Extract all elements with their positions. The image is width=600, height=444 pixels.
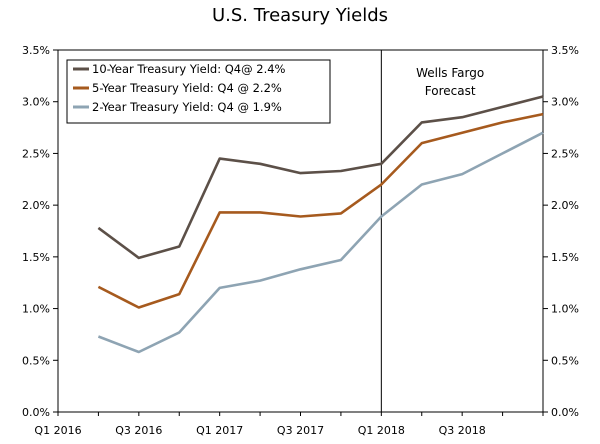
y-tick-label-right: 1.0% xyxy=(551,303,579,316)
y-tick-label-left: 1.0% xyxy=(22,303,50,316)
y-tick-label-right: 3.5% xyxy=(551,44,579,57)
x-tick-label: Q1 2017 xyxy=(196,424,243,437)
x-axis: Q1 2016 Q3 2016 Q1 2017 Q3 2017 Q1 2018 Q3 20… xyxy=(34,412,544,437)
forecast-divider: Wells Fargo Forecast xyxy=(380,50,484,412)
y-tick-label-right: 0.0% xyxy=(551,406,579,419)
y-tick-label-right: 3.0% xyxy=(551,96,579,109)
x-tick-label: Q1 2016 xyxy=(34,424,81,437)
forecast-label-line1: Wells Fargo xyxy=(416,66,484,80)
y-tick-label-left: 2.0% xyxy=(22,199,50,212)
chart-title: U.S. Treasury Yields xyxy=(212,5,388,26)
y-tick-label-left: 0.0% xyxy=(22,406,50,419)
y-tick-label-left: 0.5% xyxy=(22,354,50,367)
y-tick-label-left: 3.0% xyxy=(22,96,50,109)
series-lines xyxy=(97,95,544,354)
x-tick-label: Q3 2016 xyxy=(115,424,162,437)
series-line-3 xyxy=(97,131,544,354)
legend-label-2: 5-Year Treasury Yield: Q4 @ 2.2% xyxy=(92,81,282,95)
y-axis-left: 0.0% 0.5% 1.0% 1.5% 2.0% 2.5% 3.0% 3.5% xyxy=(22,44,58,419)
y-tick-label-left: 3.5% xyxy=(22,44,50,57)
series-line-1 xyxy=(97,95,544,260)
legend-box xyxy=(66,59,331,124)
y-tick-label-right: 2.0% xyxy=(551,199,579,212)
y-tick-label-right: 1.5% xyxy=(551,251,579,264)
forecast-label-line2: Forecast xyxy=(425,84,476,98)
legend: 10-Year Treasury Yield: Q4@ 2.4% 5-Year T… xyxy=(66,59,331,124)
legend-label-1: 10-Year Treasury Yield: Q4@ 2.4% xyxy=(92,62,286,76)
x-tick-label: Q3 2018 xyxy=(439,424,486,437)
series-line-2 xyxy=(97,112,544,309)
y-tick-label-right: 0.5% xyxy=(551,354,579,367)
y-tick-label-right: 2.5% xyxy=(551,147,579,160)
legend-label-3: 2-Year Treasury Yield: Q4 @ 1.9% xyxy=(92,100,282,114)
x-tick-label: Q1 2018 xyxy=(358,424,405,437)
y-tick-label-left: 1.5% xyxy=(22,251,50,264)
x-tick-label: Q3 2017 xyxy=(277,424,324,437)
y-tick-label-left: 2.5% xyxy=(22,147,50,160)
y-axis-right: 0.0% 0.5% 1.0% 1.5% 2.0% 2.5% 3.0% 3.5% xyxy=(543,44,579,419)
